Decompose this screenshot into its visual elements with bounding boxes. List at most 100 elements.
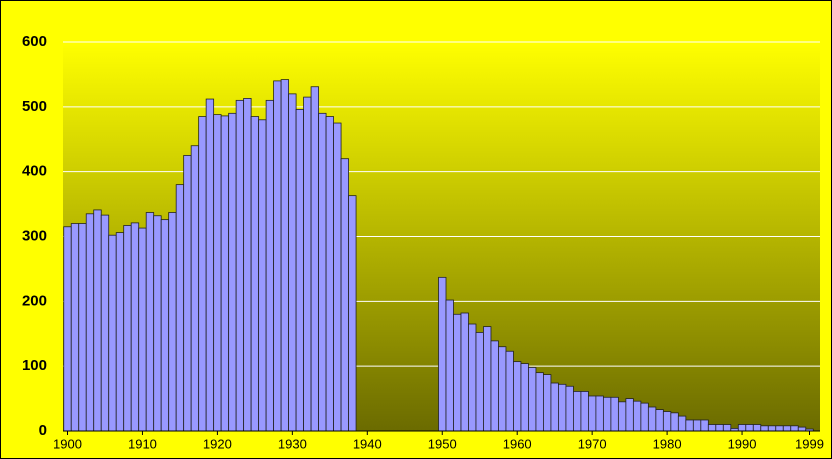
bar bbox=[602, 396, 612, 432]
bar bbox=[745, 424, 754, 432]
bar bbox=[438, 276, 447, 432]
x-tick-label: 1900 bbox=[53, 436, 82, 451]
bar bbox=[775, 425, 784, 432]
y-tick-label: 500 bbox=[22, 98, 47, 115]
x-tick-label: 1940 bbox=[353, 436, 382, 451]
x-tick-label: 1990 bbox=[728, 436, 757, 451]
bar bbox=[205, 98, 215, 432]
bar bbox=[535, 372, 544, 432]
y-tick-label: 300 bbox=[22, 227, 47, 244]
bar bbox=[220, 115, 230, 432]
bar bbox=[475, 332, 484, 432]
y-tick-label: 600 bbox=[22, 33, 47, 50]
bar bbox=[235, 99, 245, 432]
bar bbox=[318, 112, 327, 432]
bar bbox=[85, 213, 95, 432]
bar bbox=[265, 99, 275, 432]
bar bbox=[273, 80, 282, 432]
bar bbox=[213, 114, 222, 432]
bar bbox=[737, 424, 747, 432]
bar bbox=[573, 391, 582, 432]
bar bbox=[325, 116, 334, 432]
bar bbox=[490, 340, 499, 432]
bar bbox=[243, 98, 252, 432]
bar bbox=[228, 112, 237, 432]
x-tick-label: 1970 bbox=[578, 436, 607, 451]
bar bbox=[677, 415, 687, 432]
bar bbox=[100, 214, 110, 432]
bar bbox=[790, 425, 799, 432]
bar bbox=[340, 158, 349, 432]
bar bbox=[782, 425, 792, 432]
bar bbox=[160, 219, 170, 432]
bar bbox=[767, 425, 777, 432]
bar bbox=[78, 223, 87, 432]
bar bbox=[280, 79, 290, 432]
bar bbox=[303, 96, 312, 432]
bar bbox=[632, 400, 642, 432]
bar bbox=[183, 155, 192, 432]
bar bbox=[647, 406, 657, 432]
bar bbox=[692, 419, 702, 432]
bar bbox=[550, 382, 559, 432]
bar bbox=[513, 361, 522, 432]
bar bbox=[190, 145, 200, 432]
bar bbox=[588, 395, 597, 432]
bar bbox=[662, 411, 672, 432]
x-tick-label: 1960 bbox=[503, 436, 532, 451]
bar bbox=[760, 425, 769, 432]
bar bbox=[707, 424, 717, 432]
bar bbox=[520, 363, 529, 432]
bar bbox=[610, 396, 619, 432]
bar bbox=[715, 424, 724, 432]
bar bbox=[483, 326, 492, 432]
bar bbox=[565, 385, 574, 432]
x-tick-label: 1999 bbox=[795, 436, 824, 451]
bar bbox=[168, 212, 177, 432]
bar bbox=[595, 395, 604, 432]
bar bbox=[543, 374, 552, 432]
bar bbox=[130, 222, 140, 432]
bar bbox=[453, 313, 462, 432]
bar bbox=[558, 383, 567, 432]
x-tick-label: 1980 bbox=[653, 436, 682, 451]
bar bbox=[625, 398, 634, 432]
bar bbox=[655, 409, 664, 432]
bar bbox=[138, 227, 147, 432]
bar bbox=[700, 419, 709, 432]
bar bbox=[752, 424, 762, 432]
bar bbox=[348, 195, 357, 432]
bar bbox=[498, 346, 507, 432]
y-tick-label: 400 bbox=[22, 163, 47, 180]
bar bbox=[505, 350, 514, 432]
bar bbox=[685, 419, 694, 432]
bar bbox=[288, 93, 297, 432]
bar bbox=[115, 232, 125, 432]
x-tick-label: 1920 bbox=[203, 436, 232, 451]
bar bbox=[797, 426, 807, 432]
x-tick-label: 1950 bbox=[428, 436, 457, 451]
bar bbox=[108, 234, 117, 432]
bar bbox=[617, 401, 627, 432]
bar bbox=[145, 212, 155, 432]
bar bbox=[295, 109, 304, 432]
y-tick-label: 100 bbox=[22, 357, 47, 374]
bar bbox=[310, 86, 319, 432]
bar bbox=[333, 122, 342, 432]
bar bbox=[250, 116, 260, 432]
bar bbox=[123, 225, 132, 432]
bar bbox=[640, 402, 649, 432]
bar bbox=[153, 215, 162, 432]
y-tick-label: 0 bbox=[39, 422, 47, 439]
y-tick-label: 200 bbox=[22, 292, 47, 309]
bar bbox=[468, 323, 477, 432]
bar bbox=[722, 424, 732, 432]
bar bbox=[175, 184, 185, 432]
bar bbox=[93, 209, 102, 432]
bar bbox=[63, 226, 72, 432]
bar bbox=[445, 299, 454, 432]
bar bbox=[670, 412, 679, 432]
bar bbox=[70, 223, 80, 432]
bar bbox=[580, 391, 589, 432]
